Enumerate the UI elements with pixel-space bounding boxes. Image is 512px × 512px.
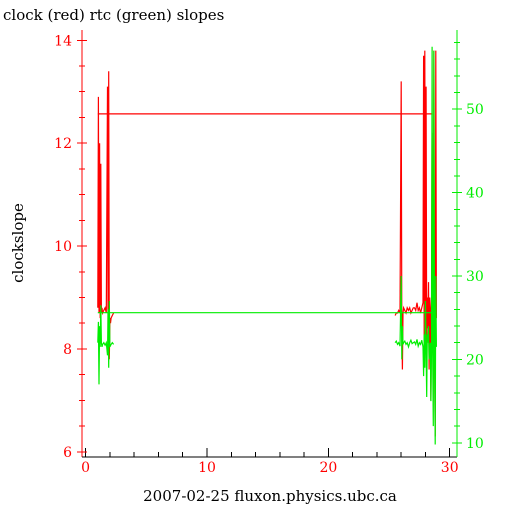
chart-title: clock (red) rtc (green) slopes: [3, 6, 224, 24]
x-tick-label: 0: [81, 460, 90, 476]
x-axis-label: 2007-02-25 fluxon.physics.ubc.ca: [143, 487, 397, 505]
series-layer: [97, 46, 437, 445]
y2-tick-label: 20: [466, 352, 484, 368]
y2-tick-label: 30: [466, 269, 484, 285]
plot-frame: [81, 30, 458, 458]
y-tick-label: 8: [63, 342, 72, 358]
y2-tick-label: 10: [466, 436, 484, 452]
rtc-series-line-0: [97, 300, 115, 385]
x-tick-label: 30: [441, 460, 459, 476]
x-tick-label: 10: [198, 460, 216, 476]
y-tick-label: 10: [54, 239, 72, 255]
y-axis-label: clockslope: [9, 203, 27, 283]
clock-series-line-0: [97, 71, 115, 360]
y-tick-label: 12: [54, 136, 72, 152]
rtc-series-line-2: [394, 46, 437, 445]
x-tick-label: 20: [319, 460, 337, 476]
y2-tick-label: 50: [466, 102, 484, 118]
y2-tick-label: 40: [466, 186, 484, 202]
y-tick-label: 14: [54, 33, 72, 49]
y-tick-label: 6: [63, 445, 72, 461]
axes-layer: 0 10 20 30 6 8 10 12 14 10 20 30 40 50: [54, 33, 484, 476]
